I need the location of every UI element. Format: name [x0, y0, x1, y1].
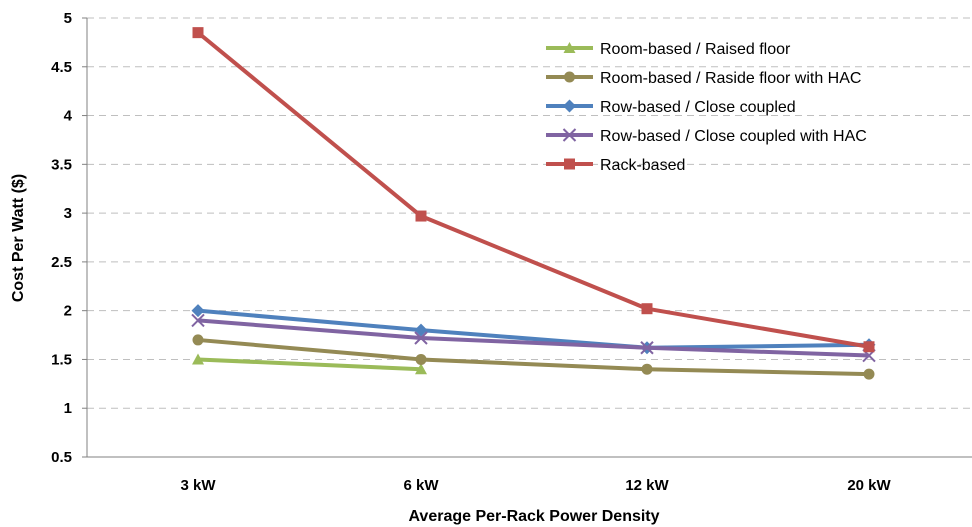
legend-item: Room-based / Raised floor: [546, 41, 791, 58]
y-axis-title: Cost Per Watt ($): [10, 174, 27, 302]
x-tick-labels: 3 kW 6 kW 12 kW 20 kW: [180, 477, 891, 494]
y-tick-label: 3.5: [51, 156, 72, 173]
series-group: [191, 27, 876, 380]
data-point-square: [192, 27, 204, 39]
series-line: [197, 318, 870, 358]
data-point-circle: [415, 353, 427, 365]
x-tick-label: 20 kW: [847, 477, 891, 494]
y-tick-label: 2.5: [51, 254, 72, 271]
legend-item: Rack-based: [546, 157, 685, 174]
data-point-circle: [192, 334, 204, 346]
axes: [86, 18, 972, 458]
y-tick-label: 5: [64, 10, 72, 27]
data-point-x: [562, 128, 577, 142]
data-point-diamond: [563, 99, 576, 113]
data-point-triangle: [192, 353, 204, 365]
legend-item: Room-based / Raside floor with HAC: [546, 70, 861, 87]
series-line: [197, 357, 422, 372]
legend-label: Room-based / Raised floor: [600, 41, 791, 58]
series-line: [197, 337, 870, 377]
series: [192, 334, 875, 380]
data-point-square: [863, 341, 875, 353]
series: [192, 27, 875, 353]
y-tick-label: 0.5: [51, 449, 72, 466]
gridlines: [82, 17, 972, 458]
y-tick-label: 1: [64, 400, 72, 417]
data-point-x: [414, 331, 428, 345]
data-point-triangle: [415, 363, 427, 375]
series: [192, 353, 427, 375]
data-point-diamond: [191, 304, 205, 318]
data-point-square: [564, 158, 575, 170]
legend-label: Room-based / Raside floor with HAC: [600, 70, 861, 87]
legend: Room-based / Raised floor Room-based / Ra…: [546, 41, 867, 174]
legend-item: Row-based / Close coupled with HAC: [546, 128, 867, 145]
x-axis-title: Average Per-Rack Power Density: [408, 508, 659, 525]
x-tick-label: 6 kW: [403, 477, 439, 494]
y-tick-labels: 0.5 1 1.5 2 2.5 3 3.5 4 4.5 5: [51, 10, 73, 466]
legend-item: Row-based / Close coupled: [546, 99, 796, 116]
data-point-circle: [564, 71, 575, 83]
legend-label: Rack-based: [600, 157, 685, 174]
data-point-circle: [641, 363, 653, 375]
legend-label: Row-based / Close coupled with HAC: [600, 128, 867, 145]
data-point-square: [415, 210, 427, 222]
x-tick-label: 12 kW: [625, 477, 669, 494]
data-point-circle: [863, 368, 875, 380]
y-tick-label: 2: [64, 303, 72, 320]
x-tick-label: 3 kW: [180, 477, 216, 494]
series-line: [197, 308, 870, 350]
y-tick-label: 4.5: [51, 59, 72, 76]
series-line: [196, 31, 870, 349]
data-point-x: [191, 313, 205, 328]
data-point-triangle: [563, 42, 576, 53]
y-tick-label: 4: [64, 108, 73, 125]
data-point-x: [640, 341, 654, 355]
y-tick-label: 1.5: [51, 351, 72, 368]
legend-label: Row-based / Close coupled: [600, 99, 796, 116]
data-point-square: [641, 303, 653, 315]
y-tick-label: 3: [64, 205, 72, 222]
